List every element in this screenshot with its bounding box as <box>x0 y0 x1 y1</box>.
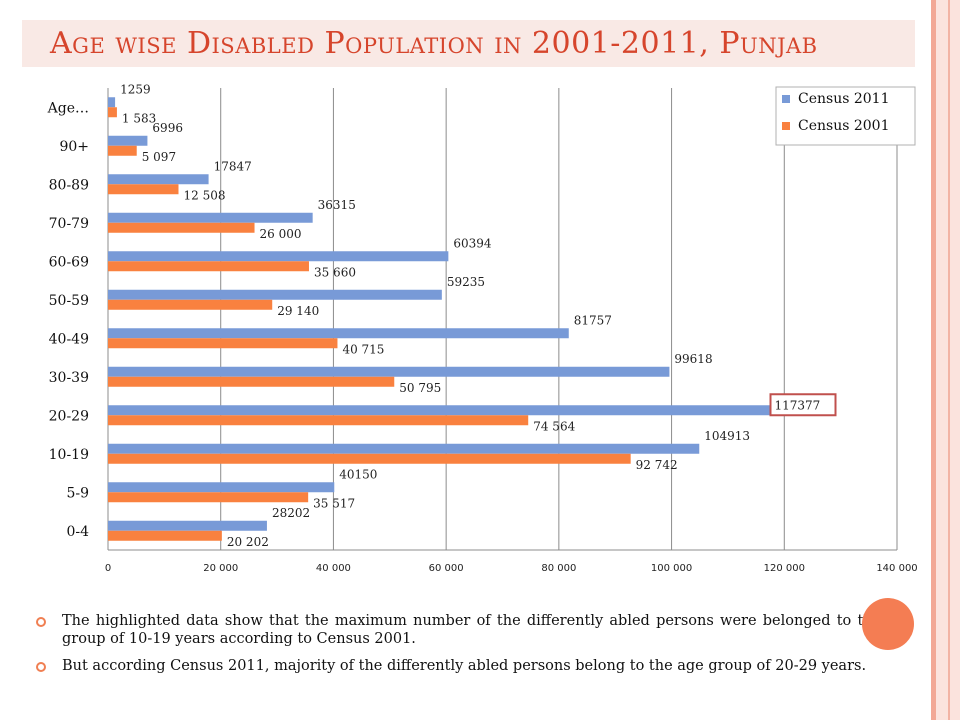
title-part: ge wise <box>72 26 187 61</box>
data-label: 26 000 <box>260 227 302 241</box>
data-label: 40 715 <box>342 342 384 356</box>
bullet-text: The highlighted data show that the maxim… <box>62 613 914 647</box>
legend-swatch <box>782 95 790 103</box>
title-part: D <box>186 26 212 61</box>
data-label: 29 140 <box>277 304 319 318</box>
title-part: unjab <box>740 26 818 61</box>
bar <box>108 530 222 541</box>
x-tick-label: 20 000 <box>203 563 238 574</box>
data-label: 20 202 <box>227 535 269 549</box>
bar <box>108 376 395 387</box>
y-tick-label: 10-19 <box>49 447 89 463</box>
bullet-item: The highlighted data show that the maxim… <box>36 612 914 648</box>
data-label: 12 508 <box>183 188 225 202</box>
bar <box>108 212 313 223</box>
data-label: 81757 <box>574 313 612 327</box>
x-tick-label: 40 000 <box>316 563 351 574</box>
legend-swatch <box>782 122 790 130</box>
bar <box>108 251 449 262</box>
y-tick-label: 40-49 <box>49 331 89 347</box>
data-label: 35 660 <box>314 265 356 279</box>
bar <box>108 222 255 233</box>
bullet-ring-icon <box>36 662 46 672</box>
data-label: 59235 <box>447 275 485 289</box>
data-label: 28202 <box>272 506 310 520</box>
y-tick-label: 0-4 <box>66 524 89 540</box>
bar <box>108 97 116 108</box>
data-label: 1259 <box>120 82 151 96</box>
bar <box>108 135 148 146</box>
y-tick-label: 60-69 <box>49 254 89 270</box>
x-tick-label: 100 000 <box>651 563 692 574</box>
x-tick-label: 140 000 <box>876 563 917 574</box>
title-part: A <box>50 26 73 61</box>
bar <box>108 366 670 377</box>
bar <box>108 443 700 454</box>
bar <box>108 328 569 339</box>
legend-box <box>775 86 916 146</box>
bullet-text: But according Census 2011, majority of t… <box>62 658 867 674</box>
title-part: P <box>324 26 346 61</box>
bar <box>108 174 209 185</box>
bar <box>108 453 631 464</box>
data-label: 104913 <box>704 429 750 443</box>
x-tick-label: 0 <box>105 563 111 574</box>
data-label: 17847 <box>214 159 252 173</box>
data-label: 92 742 <box>636 458 678 472</box>
data-label: 50 795 <box>399 381 441 395</box>
y-tick-label: 50-59 <box>49 293 89 309</box>
bar <box>108 145 137 156</box>
bar <box>108 520 267 531</box>
title-part: P <box>719 26 741 61</box>
data-label: 36315 <box>318 198 356 212</box>
bar <box>108 107 117 118</box>
decorative-orange-circle <box>862 598 914 650</box>
bar <box>108 415 529 426</box>
title-part: opulation in <box>345 26 532 61</box>
y-tick-label: 80-89 <box>49 177 89 193</box>
data-label: 5 097 <box>142 150 176 164</box>
right-edge-stripe-dark <box>931 0 936 720</box>
legend-label: Census 2001 <box>798 118 889 134</box>
x-tick-label: 120 000 <box>764 563 805 574</box>
y-tick-label: 70-79 <box>49 216 89 232</box>
x-tick-label: 80 000 <box>541 563 576 574</box>
data-label: 60394 <box>453 236 492 250</box>
data-label: 117377 <box>775 398 821 412</box>
bar-chart: 0 20 000 40 000 60 000 80 000 100 000 120 000 1… <box>47 82 918 574</box>
bar <box>108 261 309 272</box>
bar <box>108 299 273 310</box>
bullet-list: The highlighted data show that the maxim… <box>36 612 914 684</box>
legend-label: Census 2011 <box>798 91 889 107</box>
y-tick-label: 20-29 <box>49 408 89 424</box>
x-tick-label: 60 000 <box>429 563 464 574</box>
bar <box>108 289 442 300</box>
data-label: 6996 <box>152 121 183 135</box>
y-tick-label: 5-9 <box>66 485 89 501</box>
title-part: 2001-2011, <box>531 26 720 61</box>
bullet-item: But according Census 2011, majority of t… <box>36 657 914 675</box>
slide-title: Age wise Disabled Population in 2001-201… <box>50 26 818 61</box>
bar <box>108 405 770 416</box>
y-tick-label: 90+ <box>59 139 89 155</box>
data-label: 1 583 <box>122 111 156 125</box>
title-bar <box>22 20 915 67</box>
data-label: 40150 <box>339 467 377 481</box>
bar <box>108 184 179 195</box>
right-edge-stripe-line <box>948 0 950 720</box>
data-label: 99618 <box>674 352 712 366</box>
bullet-ring-icon <box>36 617 46 627</box>
data-label: 35 517 <box>313 496 355 510</box>
data-label: 74 564 <box>533 419 575 433</box>
y-tick-label: 30-39 <box>49 370 89 386</box>
y-tick-label: Age… <box>47 100 89 116</box>
bar <box>108 482 335 493</box>
bar <box>108 338 338 349</box>
bar <box>108 492 309 503</box>
title-part: isabled <box>211 26 325 61</box>
highlight-box <box>769 393 837 417</box>
